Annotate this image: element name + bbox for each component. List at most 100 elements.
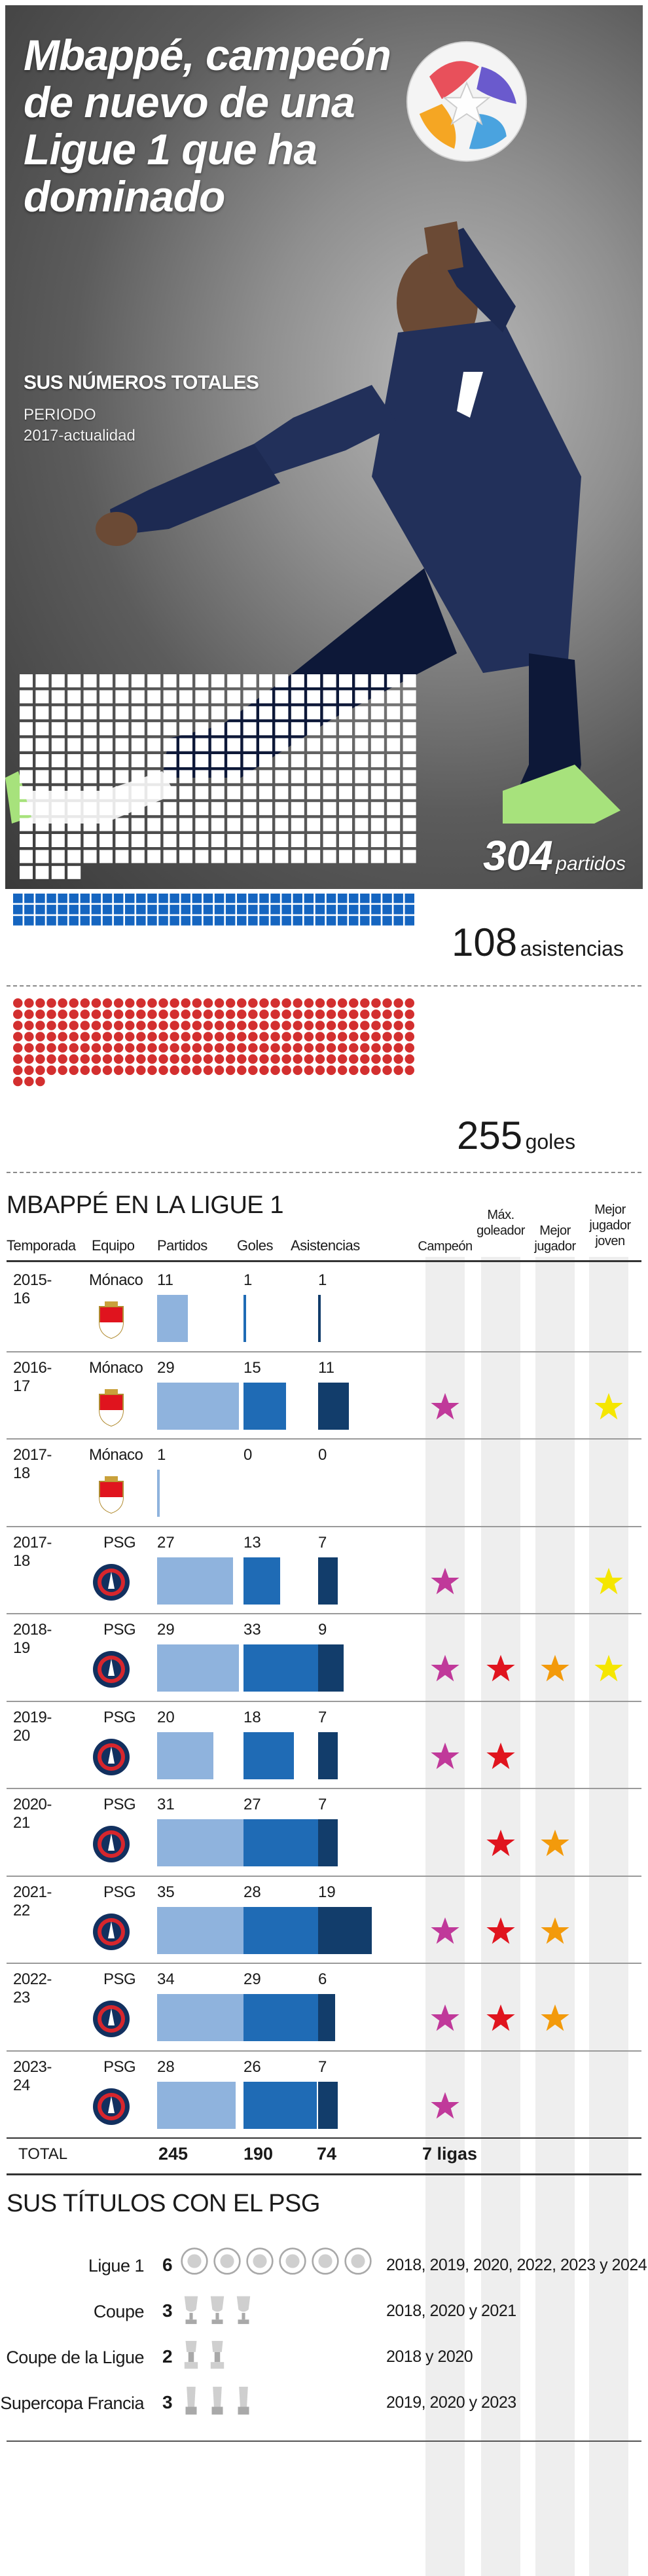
assists-total: 108 asistencias	[452, 920, 624, 965]
goal-unit	[259, 1065, 269, 1076]
goal-unit	[382, 1021, 392, 1030]
assist-unit	[203, 916, 213, 926]
goal-unit	[326, 1021, 336, 1030]
goals-total-unit: goles	[525, 1130, 576, 1153]
trophy-count: 3	[162, 2300, 173, 2321]
matches-value: 35	[157, 1883, 175, 1901]
champion-star-icon	[431, 1567, 459, 1594]
hero-photo-panel: Mbappé, campeón de nuevo de una Ligue 1 …	[5, 5, 643, 889]
goal-unit	[170, 1054, 179, 1064]
match-unit	[35, 786, 49, 799]
match-unit	[147, 818, 161, 831]
match-unit	[355, 834, 369, 847]
dashed-divider	[7, 985, 641, 987]
assists-value: 9	[318, 1621, 327, 1639]
goal-unit	[24, 1076, 34, 1087]
goal-unit	[24, 1065, 34, 1076]
total-label: TOTAL	[18, 2145, 68, 2163]
match-unit	[275, 834, 289, 847]
goal-unit	[304, 1043, 314, 1053]
goal-unit	[91, 1032, 101, 1042]
goal-unit	[69, 998, 79, 1008]
ligue1-trophy-icon	[213, 2247, 241, 2275]
trophy-icons	[180, 2338, 232, 2372]
match-unit	[355, 850, 369, 863]
match-unit	[227, 738, 241, 752]
match-unit	[211, 786, 225, 799]
goal-unit	[337, 998, 348, 1008]
goal-unit	[259, 998, 269, 1008]
match-unit	[243, 674, 257, 687]
team-label: PSG	[103, 1883, 136, 1901]
match-unit	[67, 818, 81, 831]
goal-unit	[147, 998, 157, 1008]
goal-unit	[349, 1054, 359, 1064]
assist-unit	[24, 894, 34, 903]
team-label: PSG	[103, 1621, 136, 1639]
goal-unit	[203, 1054, 213, 1064]
assist-unit	[203, 905, 213, 915]
goals-bar	[243, 1906, 323, 1954]
match-unit	[291, 706, 304, 719]
match-unit	[243, 722, 257, 736]
matches-value: 1	[157, 1446, 166, 1464]
top-scorer-star-icon	[486, 1654, 515, 1682]
goal-unit	[158, 1065, 168, 1076]
goal-unit	[24, 1054, 34, 1064]
goal-unit	[113, 1032, 124, 1042]
goals-value: 29	[243, 1970, 261, 1988]
matches-bar	[157, 1644, 239, 1692]
header-top-scorer: Máx. goleador	[477, 1208, 525, 1238]
goal-unit	[181, 1021, 190, 1030]
matches-value: 28	[157, 2058, 175, 2076]
assist-unit	[382, 905, 392, 915]
assist-unit	[125, 894, 135, 903]
match-unit	[259, 706, 272, 719]
goal-unit	[203, 1021, 213, 1030]
match-unit	[115, 770, 129, 784]
goal-unit	[371, 998, 381, 1008]
match-unit	[307, 850, 321, 863]
match-unit	[275, 754, 289, 767]
match-unit	[20, 706, 33, 719]
match-unit	[99, 722, 113, 736]
team-label: PSG	[103, 2058, 136, 2076]
match-unit	[323, 818, 336, 831]
matches-bar	[157, 1382, 239, 1430]
top-scorer-star-icon	[486, 2004, 515, 2031]
goal-unit	[382, 998, 392, 1008]
goal-unit	[13, 1043, 23, 1053]
goal-unit	[315, 1032, 325, 1042]
match-unit	[35, 802, 49, 816]
goal-unit	[326, 1054, 336, 1064]
goal-unit	[337, 1054, 348, 1064]
assist-unit	[102, 894, 113, 903]
trophy-count: 2	[162, 2346, 173, 2367]
match-unit	[179, 674, 192, 687]
match-unit	[355, 818, 369, 831]
match-unit	[35, 674, 49, 687]
match-unit	[387, 850, 401, 863]
match-unit	[131, 786, 145, 799]
goal-unit	[192, 1065, 202, 1076]
assist-unit	[113, 916, 124, 926]
goal-unit	[91, 1009, 101, 1019]
match-unit	[20, 865, 33, 879]
match-unit	[387, 786, 401, 799]
goal-unit	[214, 1054, 225, 1064]
goal-unit	[405, 998, 414, 1008]
goals-total-value: 255	[457, 1114, 523, 1157]
goal-unit	[393, 998, 403, 1008]
goal-unit	[237, 998, 247, 1008]
goal-unit	[35, 1009, 45, 1019]
match-unit	[67, 834, 81, 847]
match-unit	[83, 690, 97, 704]
assist-unit	[113, 894, 124, 903]
goal-unit	[203, 998, 213, 1008]
match-unit	[211, 722, 225, 736]
goal-unit	[46, 998, 56, 1008]
goals-value: 27	[243, 1796, 261, 1813]
goal-unit	[382, 1043, 392, 1053]
assist-unit	[58, 905, 67, 915]
matches-bar	[157, 1470, 160, 1517]
